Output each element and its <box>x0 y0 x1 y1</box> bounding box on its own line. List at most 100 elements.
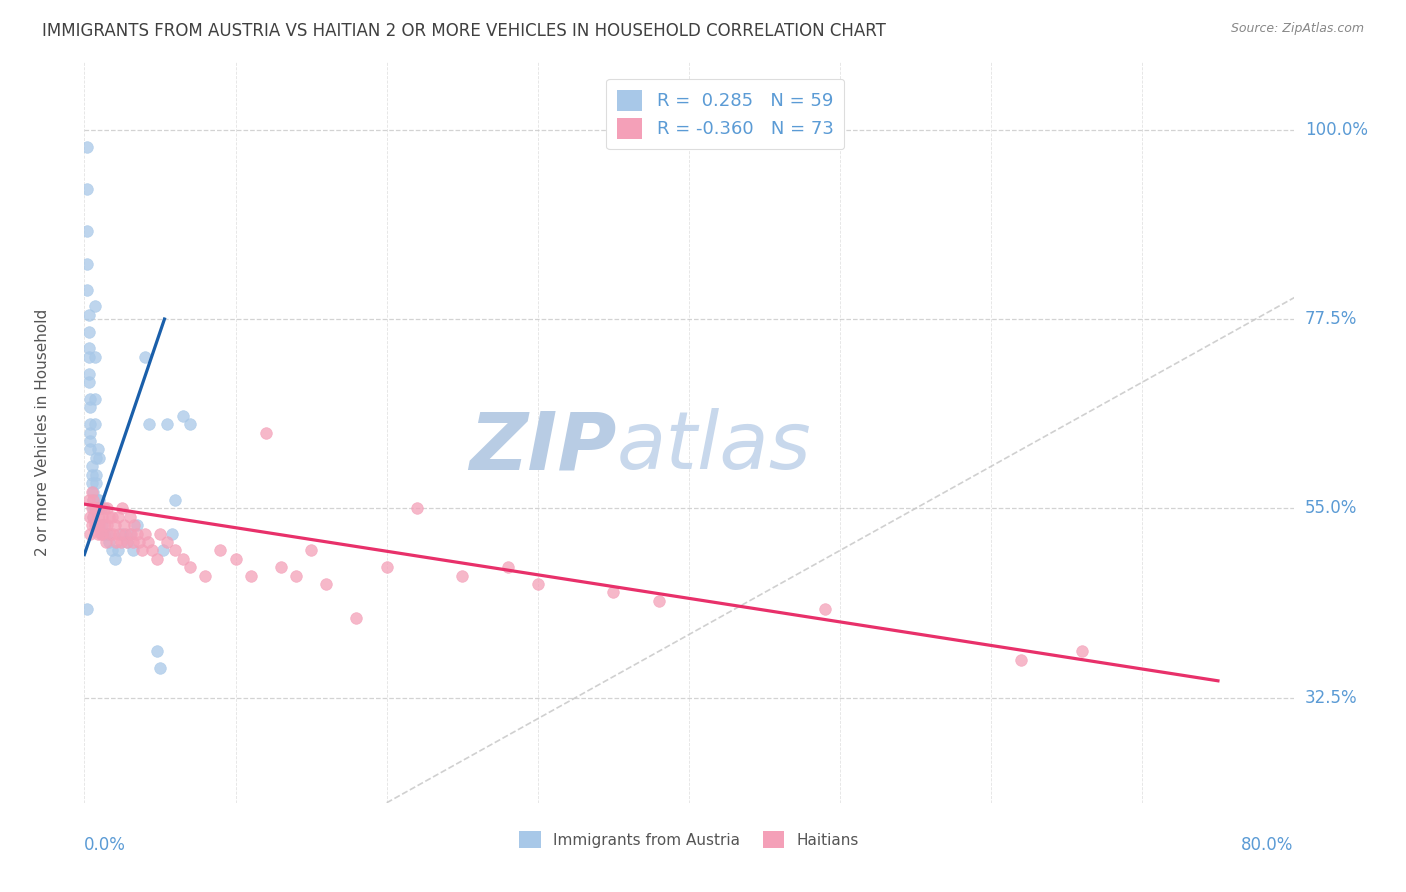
Point <box>172 409 194 423</box>
Point <box>89 518 111 533</box>
Point <box>134 350 156 364</box>
Point <box>91 518 114 533</box>
Point <box>96 501 118 516</box>
Point <box>87 509 110 524</box>
Point <box>96 518 118 533</box>
Point <box>97 509 120 524</box>
Point <box>375 560 398 574</box>
Point <box>134 526 156 541</box>
Point <box>602 585 624 599</box>
Point <box>94 535 117 549</box>
Point <box>128 535 150 549</box>
Point <box>165 543 187 558</box>
Point <box>93 518 115 533</box>
Point <box>79 434 101 448</box>
Point <box>160 526 183 541</box>
Point <box>100 509 122 524</box>
Point <box>79 425 101 440</box>
Point <box>79 442 101 457</box>
Point <box>496 560 519 574</box>
Point <box>138 417 160 432</box>
Point <box>120 526 142 541</box>
Point <box>82 509 104 524</box>
Point <box>136 535 159 549</box>
Point <box>86 467 108 482</box>
Point <box>77 325 100 339</box>
Point <box>90 526 112 541</box>
Text: ZIP: ZIP <box>470 409 616 486</box>
Point <box>87 492 110 507</box>
Point <box>107 543 129 558</box>
Point <box>84 501 107 516</box>
Point <box>108 526 131 541</box>
Point <box>194 568 217 582</box>
Point <box>98 526 121 541</box>
Point <box>80 484 103 499</box>
Point <box>270 560 292 574</box>
Point <box>127 518 149 533</box>
Point <box>165 492 187 507</box>
Point <box>115 535 138 549</box>
Point <box>90 501 112 516</box>
Point <box>121 543 143 558</box>
Point <box>96 526 118 541</box>
Point <box>527 577 550 591</box>
Point <box>91 509 114 524</box>
Point <box>111 501 134 516</box>
Point <box>315 577 337 591</box>
Point <box>79 526 101 541</box>
Text: 80.0%: 80.0% <box>1241 836 1294 855</box>
Point <box>172 551 194 566</box>
Point <box>89 492 111 507</box>
Point <box>76 181 98 195</box>
Point <box>80 459 103 474</box>
Point <box>104 551 127 566</box>
Point <box>105 535 128 549</box>
Text: Source: ZipAtlas.com: Source: ZipAtlas.com <box>1230 22 1364 36</box>
Point <box>76 139 98 153</box>
Point <box>1011 653 1033 667</box>
Point <box>149 526 172 541</box>
Point <box>79 417 101 432</box>
Point <box>179 417 201 432</box>
Point <box>112 518 135 533</box>
Text: 2 or more Vehicles in Household: 2 or more Vehicles in Household <box>35 309 49 557</box>
Point <box>209 543 232 558</box>
Point <box>648 594 671 608</box>
Point <box>285 568 308 582</box>
Point <box>100 543 122 558</box>
Point <box>84 392 107 406</box>
Point <box>84 518 107 533</box>
Point <box>86 450 108 465</box>
Point <box>79 509 101 524</box>
Point <box>146 551 169 566</box>
Point <box>101 526 124 541</box>
Point <box>76 283 98 297</box>
Point <box>118 526 141 541</box>
Point <box>76 602 98 616</box>
Point <box>110 535 132 549</box>
Point <box>93 526 115 541</box>
Point <box>86 476 108 491</box>
Point <box>77 367 100 381</box>
Point <box>122 518 145 533</box>
Point <box>141 543 163 558</box>
Point <box>84 417 107 432</box>
Point <box>80 518 103 533</box>
Point <box>82 492 104 507</box>
Point <box>149 661 172 675</box>
Text: IMMIGRANTS FROM AUSTRIA VS HAITIAN 2 OR MORE VEHICLES IN HOUSEHOLD CORRELATION C: IMMIGRANTS FROM AUSTRIA VS HAITIAN 2 OR … <box>42 22 886 40</box>
Point <box>115 535 138 549</box>
Point <box>814 602 837 616</box>
Point <box>87 442 110 457</box>
Point <box>77 342 100 356</box>
Point <box>111 526 134 541</box>
Point <box>299 543 322 558</box>
Point <box>80 501 103 516</box>
Point <box>80 476 103 491</box>
Point <box>127 526 149 541</box>
Point <box>80 467 103 482</box>
Point <box>77 308 100 322</box>
Point <box>225 551 247 566</box>
Point <box>82 484 104 499</box>
